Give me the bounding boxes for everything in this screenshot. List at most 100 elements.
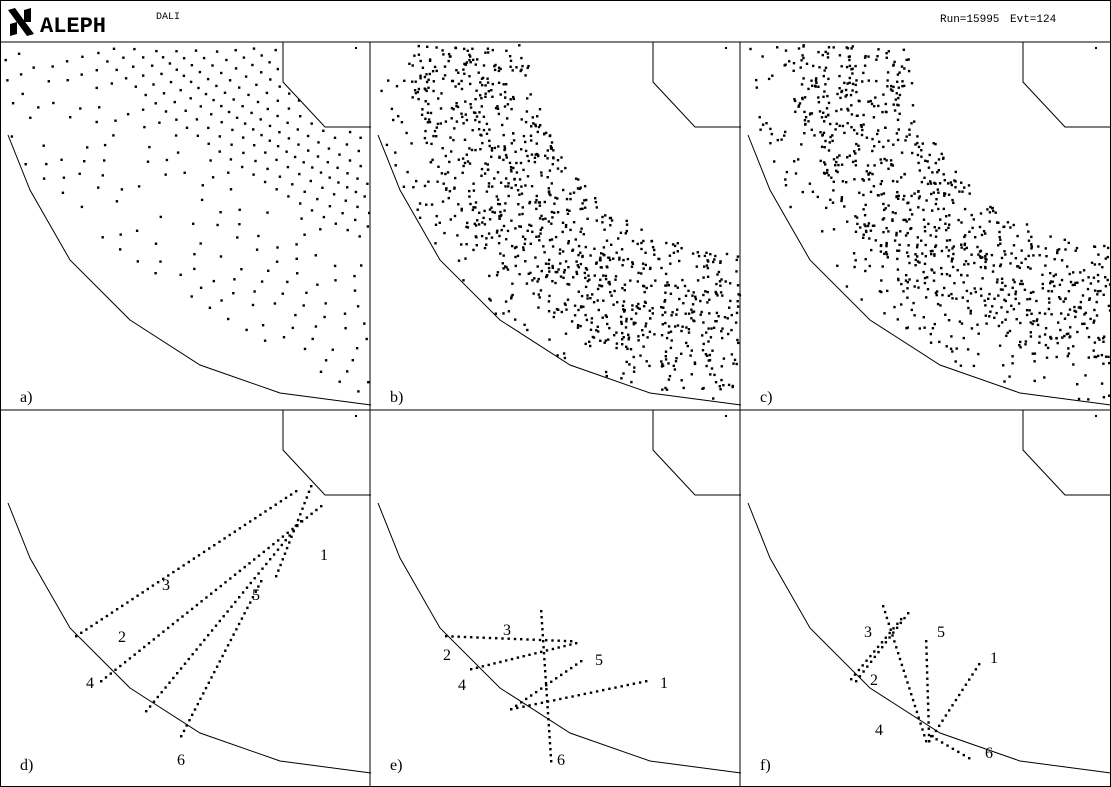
hit-dot xyxy=(836,156,838,158)
hit-dot xyxy=(1063,300,1065,302)
hit-dot xyxy=(212,176,214,178)
hit-dot xyxy=(483,637,485,639)
hit-dot xyxy=(1089,318,1091,320)
hit-dot xyxy=(470,61,472,63)
hit-dot xyxy=(116,608,118,610)
hit-dot xyxy=(528,160,530,162)
hit-dot xyxy=(873,185,875,187)
hit-dot xyxy=(707,260,709,262)
hit-dot xyxy=(1007,221,1009,223)
hit-dot xyxy=(873,145,875,147)
hit-dot xyxy=(660,360,662,362)
hit-dot xyxy=(585,246,587,248)
hit-dot xyxy=(550,681,552,683)
hit-dot xyxy=(867,55,869,57)
hit-dot xyxy=(580,306,582,308)
hit-dot xyxy=(913,120,915,122)
hit-dot xyxy=(1019,341,1021,343)
hit-dot xyxy=(297,128,299,130)
hit-dot xyxy=(849,65,851,67)
hit-dot xyxy=(275,575,277,577)
hit-dot xyxy=(714,320,716,322)
hit-dot xyxy=(392,119,394,121)
hit-dot xyxy=(424,137,426,139)
hit-dot xyxy=(657,258,659,260)
hit-dot xyxy=(955,298,957,300)
hit-dot xyxy=(597,288,599,290)
hit-dot xyxy=(730,329,732,331)
hit-dot xyxy=(670,293,672,295)
hit-dot xyxy=(932,327,934,329)
hit-dot xyxy=(1004,253,1006,255)
hit-dot xyxy=(545,276,547,278)
hit-dot xyxy=(498,113,500,115)
hit-dot xyxy=(301,508,303,510)
hit-dot xyxy=(581,256,583,258)
hit-dot xyxy=(551,265,553,267)
hit-dot xyxy=(653,254,655,256)
hit-dot xyxy=(482,217,484,219)
hit-dot xyxy=(571,250,573,252)
hit-dot xyxy=(875,59,877,61)
hit-dot xyxy=(637,335,639,337)
hit-dot xyxy=(294,156,296,158)
hit-dot xyxy=(644,325,646,327)
hit-dot xyxy=(868,222,870,224)
hit-dot xyxy=(470,636,472,638)
hit-dot xyxy=(941,294,943,296)
hit-dot xyxy=(355,191,357,193)
hit-dot xyxy=(295,490,297,492)
hit-dot xyxy=(212,99,214,101)
hit-dot xyxy=(909,228,911,230)
hit-dot xyxy=(607,338,609,340)
hit-dot xyxy=(1063,335,1065,337)
hit-dot xyxy=(613,334,615,336)
hit-dot xyxy=(188,719,190,721)
hit-dot xyxy=(514,638,516,640)
hit-dot xyxy=(200,600,202,602)
hit-dot xyxy=(466,222,468,224)
hit-dot xyxy=(877,194,879,196)
hit-dot xyxy=(1094,263,1096,265)
hit-dot xyxy=(443,183,445,185)
hit-dot xyxy=(1015,257,1017,259)
hit-dot xyxy=(478,128,480,130)
hit-dot xyxy=(853,178,855,180)
hit-dot xyxy=(841,65,843,67)
hit-dot xyxy=(528,704,530,706)
hit-dot xyxy=(432,70,434,72)
hit-dot xyxy=(1008,375,1010,377)
hit-dot xyxy=(850,94,852,96)
hit-dot xyxy=(800,66,802,68)
hit-dot xyxy=(22,93,24,95)
hit-dot xyxy=(431,159,433,161)
hit-dot xyxy=(1019,267,1021,269)
hit-dot xyxy=(602,300,604,302)
hit-dot xyxy=(914,705,916,707)
hit-dot xyxy=(952,748,954,750)
hit-dot xyxy=(577,254,579,256)
hit-dot xyxy=(680,330,682,332)
hit-dot xyxy=(999,236,1001,238)
hit-dot xyxy=(827,52,829,54)
hit-dot xyxy=(577,178,579,180)
hit-dot xyxy=(520,70,522,72)
hit-dot xyxy=(419,202,421,204)
hit-dot xyxy=(1039,335,1041,337)
hit-dot xyxy=(908,278,910,280)
hit-dot xyxy=(605,278,607,280)
hit-dot xyxy=(1057,321,1059,323)
hit-dot xyxy=(213,544,215,546)
hit-dot xyxy=(548,267,550,269)
track-label: 5 xyxy=(252,587,260,604)
hit-dot xyxy=(771,75,773,77)
hit-dot xyxy=(874,96,876,98)
hit-dot xyxy=(832,202,834,204)
hit-dot xyxy=(155,50,157,52)
hit-dot xyxy=(157,634,159,636)
hit-dot xyxy=(354,289,356,291)
hit-dot xyxy=(346,186,348,188)
hit-dot xyxy=(299,115,301,117)
hit-dot xyxy=(292,327,294,329)
hit-dot xyxy=(485,244,487,246)
